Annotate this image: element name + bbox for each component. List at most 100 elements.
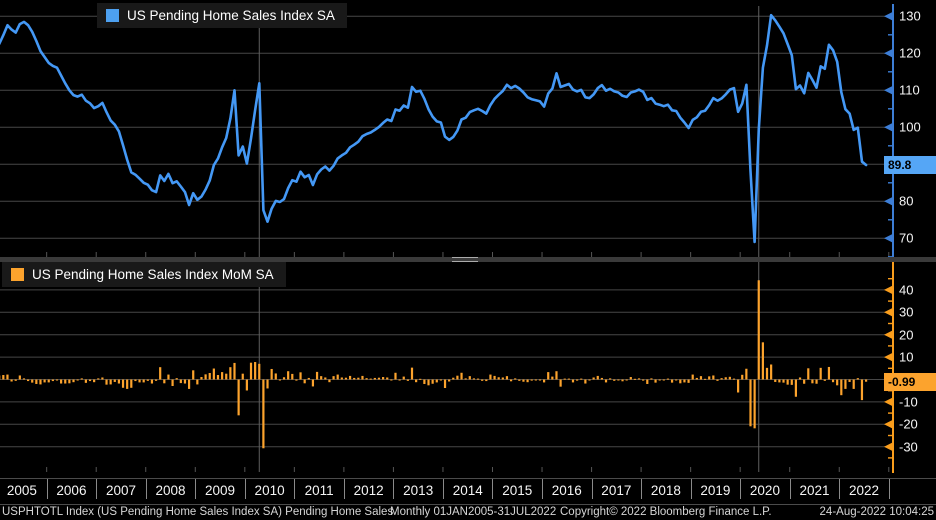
x-year-separator [542,479,544,499]
mom-bar [6,374,9,380]
mom-bar [860,379,864,401]
mom-bar [522,379,525,382]
mom-bar [192,370,195,380]
x-year-label: 2022 [848,483,880,498]
mom-bar [47,379,50,383]
mom-bar [761,342,764,380]
mom-y-tick-label: 20 [899,327,914,343]
mom-bar [14,379,17,381]
mom-bar [803,379,806,384]
index-legend-swatch [106,9,119,22]
panel-divider[interactable] [0,257,936,262]
mom-bar [419,378,422,380]
mom-bar [365,378,368,380]
mom-bar [485,379,488,382]
mom-bar [159,367,162,380]
x-year-separator [442,479,444,499]
mom-bar [163,379,166,384]
mom-bar [138,379,141,383]
mom-bar [415,379,418,383]
mom-bar [737,379,740,393]
mom-bar [658,379,661,381]
mom-bar [348,375,352,380]
mom-bar [394,372,397,380]
mom-major-tick [884,330,893,340]
x-year-label: 2019 [700,483,731,498]
mom-bar [423,379,426,384]
mom-major-tick [884,397,893,407]
mom-bar [187,379,191,389]
mom-bar [353,377,356,380]
mom-bar [97,378,100,380]
mom-bar [708,376,711,380]
mom-major-tick [884,352,893,362]
mom-legend[interactable]: US Pending Home Sales Index MoM SA [2,262,286,287]
index-line [0,13,868,244]
divider-drag-handle[interactable] [452,257,478,262]
x-year-separator [839,479,841,499]
x-year-label: 2014 [452,483,483,498]
x-year-separator [690,479,692,499]
mom-bar [497,377,500,380]
mom-bar [35,379,38,384]
mom-bar [584,379,587,384]
x-year-label: 2007 [105,483,136,498]
mom-bar [753,379,756,429]
mom-bar [249,362,253,380]
mom-bar [10,379,13,382]
index-major-tick [884,122,893,132]
x-year-separator [393,479,395,499]
mom-bar [765,367,769,380]
mom-bar [18,375,21,380]
mom-bar [344,377,348,380]
mom-bar [712,375,715,380]
mom-bar [340,377,343,380]
mom-bar [720,378,723,380]
x-year-separator [789,479,791,499]
mom-bar [154,379,158,381]
mom-bar [699,376,703,380]
mom-bar [670,379,674,383]
x-year-label: 2020 [749,483,780,498]
mom-bar [596,375,599,380]
mom-bar [282,377,286,380]
mom-bar [88,379,92,382]
mom-bar [315,371,319,380]
mom-bar [691,374,694,380]
x-year-separator [888,479,890,499]
x-axis: 2005 2006 2007 2008 2009 2010 2011 2012 2013 2014… [0,478,936,504]
index-major-tick [884,85,893,95]
index-major-tick [884,11,893,21]
mom-bar [530,379,533,381]
mom-bar [328,379,331,383]
mom-bar [452,377,455,380]
mom-bar [716,379,719,381]
mom-bar [786,379,789,385]
mom-bar [625,379,628,381]
mom-bar [728,376,731,380]
index-y-tick-label: 110 [899,82,920,98]
x-year-label: 2012 [353,483,384,498]
mom-bar [117,379,121,384]
mom-bar [121,379,125,388]
mom-bar [501,377,504,380]
mom-bar [142,379,145,383]
mom-bar [815,379,818,384]
mom-bar [774,379,777,382]
mom-bar [320,376,323,380]
mom-bar [233,362,236,380]
x-year-separator [294,479,296,499]
mom-bar [679,379,682,384]
index-legend[interactable]: US Pending Home Sales Index SA [97,3,347,28]
mom-bar [538,379,542,381]
mom-bar [505,376,509,380]
mom-bar [113,379,116,382]
mom-bar [183,379,187,384]
x-year-separator [343,479,345,499]
mom-bar [254,362,257,380]
mom-bar [567,378,570,380]
mom-bar [695,377,698,380]
mom-bar [377,377,381,380]
x-year-label: 2005 [6,483,37,498]
